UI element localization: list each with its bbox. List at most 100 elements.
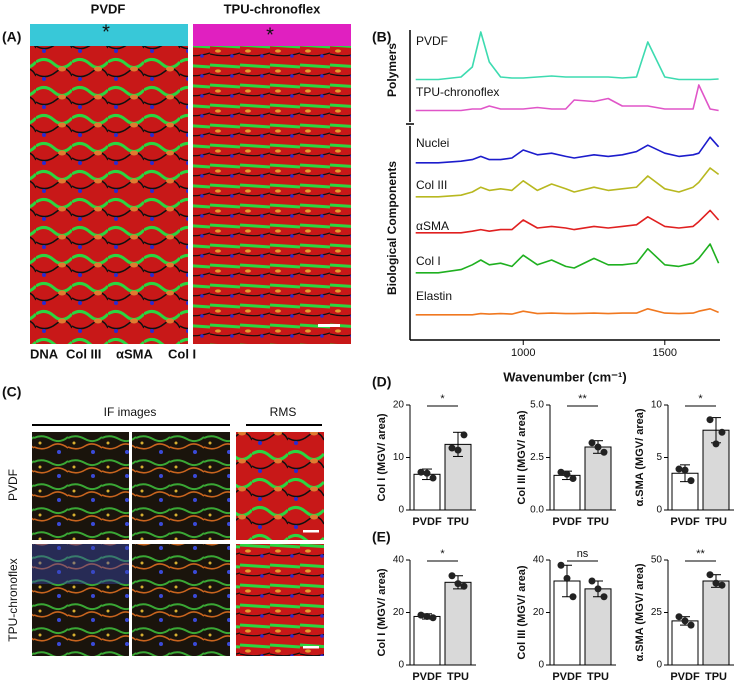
data-point [429,614,437,622]
data-point [557,561,565,569]
y-tick-label: 10 [393,452,405,463]
data-point [712,579,720,587]
panel-label: (E) [372,529,391,545]
significance: * [440,548,445,560]
y-tick-label: 20 [393,607,405,618]
y-tick-label: 0 [538,660,544,671]
micrograph [132,544,230,656]
data-point [563,574,571,582]
data-point [706,416,714,424]
data-point [675,613,683,621]
significance: ** [578,393,587,405]
panel-label: (B) [372,29,391,45]
x-tick-label: TPU [447,671,469,683]
data-point [594,585,602,593]
x-tick-label: PVDF [670,671,700,683]
legend-entry: Col III [66,346,101,361]
column-header: IF images [104,405,157,419]
y-axis-label: Col III (MGV/ area) [516,410,528,504]
y-tick-label: 25 [651,607,663,618]
micrograph-region [32,544,129,584]
group-label: Polymers [385,43,399,97]
micrograph [236,544,324,656]
panel-label: (A) [2,29,21,45]
column-header: RMS [270,405,297,419]
micrograph-region [193,24,351,46]
x-tick-label: TPU [587,516,609,528]
panel-label: (C) [2,384,21,400]
scale-bar [303,646,319,649]
spectrum [415,209,720,234]
y-tick-label: 40 [533,555,545,566]
y-axis-label: Col I (MGV/ area) [376,413,388,501]
spectrum [415,136,720,164]
significance: * [698,393,703,405]
micrograph [32,544,129,656]
y-tick-label: 40 [393,555,405,566]
data-point [718,428,726,436]
significance: ns [577,548,589,560]
data-point [600,593,608,601]
spectrum [415,167,720,198]
panel-label: (D) [372,374,391,390]
series-label: αSMA [416,219,449,233]
data-point [460,582,468,590]
y-tick-label: 5 [656,452,662,463]
series-label: TPU-chronoflex [416,85,499,99]
y-tick-label: 20 [393,400,405,411]
data-point [588,439,596,447]
x-axis-label: Wavenumber (cm⁻¹) [503,369,626,384]
image-title: PVDF [91,1,126,16]
y-tick-label: 0 [398,505,404,516]
data-point [557,468,565,476]
micrograph [236,432,324,540]
micrograph [193,24,351,344]
data-point [600,448,608,456]
y-axis-label: Col I (MGV/ area) [376,568,388,656]
row-label: TPU-chronoflex [6,558,20,641]
micrograph [132,432,230,540]
data-point [594,443,602,451]
x-tick-label: 1500 [653,347,677,359]
spectrum [415,31,719,81]
bar [444,581,472,666]
y-tick-label: 0 [656,505,662,516]
data-point [687,477,695,485]
data-point [563,470,571,478]
bar [584,446,612,511]
data-point [423,469,431,477]
y-axis-label: Col III (MGV/ area) [516,565,528,659]
legend-entry: Col I [168,346,196,361]
x-tick-label: 1000 [511,347,535,359]
data-point [448,572,456,580]
x-tick-label: TPU [447,516,469,528]
legend-entry: DNA [30,346,59,361]
data-point [429,474,437,482]
data-point [448,444,456,452]
micrograph [30,24,188,344]
y-tick-label: 0.0 [530,505,544,516]
marker: * [102,21,110,43]
data-point [712,440,720,448]
spectrum [415,84,719,112]
y-axis-label: α.SMA (MGV/ area) [634,563,646,661]
y-tick-label: 5.0 [530,400,544,411]
y-tick-label: 10 [651,400,663,411]
x-tick-label: PVDF [670,516,700,528]
data-point [675,465,683,473]
data-point [706,571,714,579]
y-tick-label: 20 [533,607,545,618]
data-point [569,475,577,482]
data-point [417,468,425,476]
series-label: Col I [416,254,441,268]
significance: * [440,393,445,405]
series-label: Col III [416,178,447,192]
spectra-chart: 1000 1500 Wavenumber (cm⁻¹) Polymers Biologi… [385,30,720,384]
data-point [460,431,468,439]
marker: * [266,24,274,46]
bar [584,588,612,666]
y-tick-label: 0 [656,660,662,671]
data-point [569,593,577,601]
x-tick-label: PVDF [412,671,442,683]
